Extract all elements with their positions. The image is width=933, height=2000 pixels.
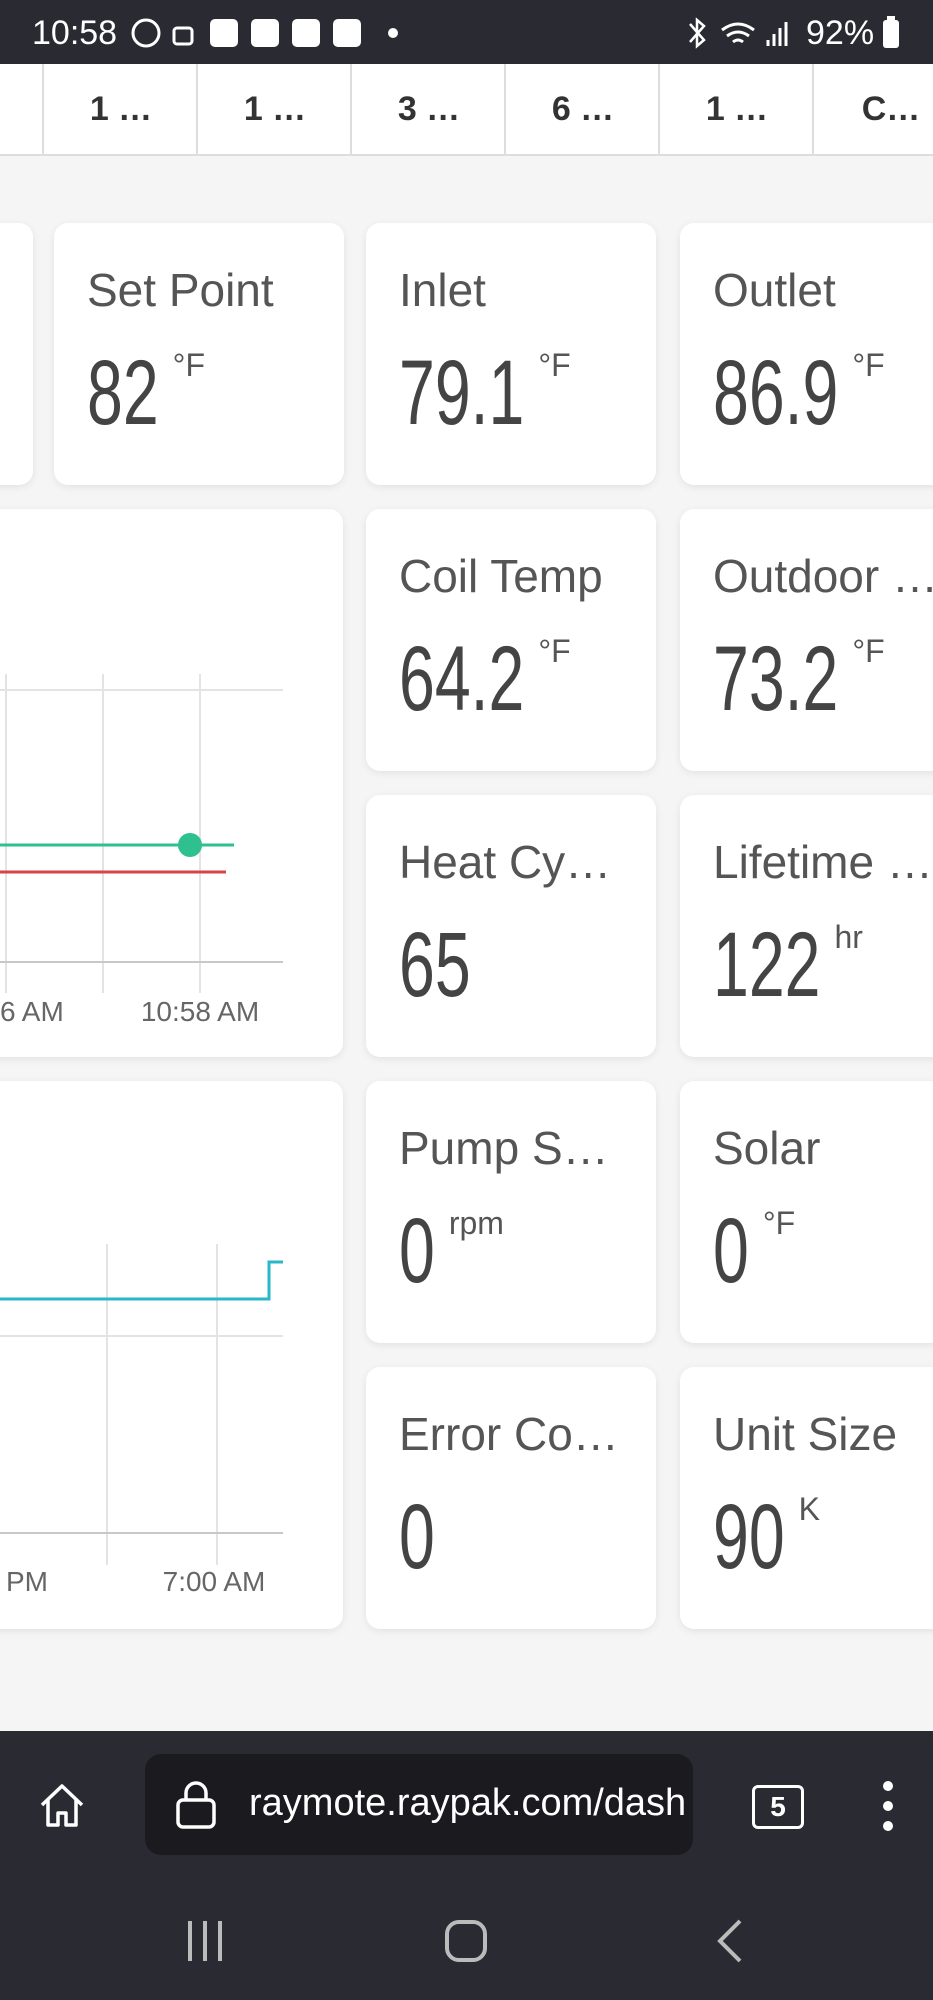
metric-label: Lifetime … xyxy=(713,836,933,888)
card-partial xyxy=(0,223,33,485)
chart-card xyxy=(0,1081,343,1629)
metric-label: Outdoor … xyxy=(713,550,933,602)
system-icons xyxy=(689,17,788,49)
metric-label: Pump S… xyxy=(399,1122,609,1174)
metric-unit: °F xyxy=(172,347,205,383)
metric-card[interactable]: Lifetime … 122 hr xyxy=(680,795,933,1057)
back[interactable] xyxy=(717,1919,742,1963)
metric-unit: °F xyxy=(538,633,571,669)
tab[interactable]: 6 … xyxy=(504,64,660,154)
metric-value: 86.9 xyxy=(713,342,839,444)
metric-value: 0 xyxy=(713,1200,749,1302)
metric-card[interactable]: Solar 0 °F xyxy=(680,1081,933,1343)
metric-unit: °F xyxy=(852,633,885,669)
metric-label: Inlet xyxy=(399,264,486,316)
metric-card[interactable]: Coil Temp 64.2 °F xyxy=(366,509,656,771)
metric-card[interactable]: Unit Size 90 K xyxy=(680,1367,933,1629)
metric-label: Solar xyxy=(713,1122,821,1174)
battery-icon xyxy=(883,16,899,48)
status-bar: 10:58 92% xyxy=(0,0,933,64)
tab[interactable]: 3 … xyxy=(350,64,506,154)
metric-unit: °F xyxy=(762,1205,796,1241)
notification-icons xyxy=(131,18,398,48)
metric-value: 82 xyxy=(87,342,159,444)
metric-card[interactable]: Heat Cy… 65 xyxy=(366,795,656,1057)
metric-card[interactable]: Outdoor … 73.2 °F xyxy=(680,509,933,771)
metric-card[interactable]: Set Point 82 °F xyxy=(54,223,344,485)
metric-unit: K xyxy=(798,1491,820,1527)
metric-value: 73.2 xyxy=(713,628,839,730)
metric-value: 0 xyxy=(399,1200,435,1302)
lock-icon xyxy=(176,1781,216,1829)
metric-label: Error Co… xyxy=(399,1408,619,1460)
tab[interactable]: 1 … xyxy=(42,64,198,154)
metric-label: Unit Size xyxy=(713,1408,898,1460)
metric-value: 64.2 xyxy=(399,628,525,730)
tab[interactable]: 1 … xyxy=(658,64,814,154)
metric-card[interactable]: Pump S… 0 rpm xyxy=(366,1081,656,1343)
menu-button[interactable] xyxy=(878,1779,898,1833)
metric-value: 0 xyxy=(399,1486,435,1588)
metric-card[interactable]: Outlet 86.9 °F xyxy=(680,223,933,485)
chart-card xyxy=(0,509,343,1057)
url: raymote.raypak.com/dash xyxy=(249,1782,687,1824)
browser-bar: raymote.raypak.com/dash 5 xyxy=(0,1731,933,2000)
address-bar[interactable]: raymote.raypak.com/dash xyxy=(145,1754,693,1855)
tab-strip: 1 … 1 … 3 … 6 … 1 … C… xyxy=(0,64,933,156)
metric-unit: hr xyxy=(834,919,863,955)
metric-label: Coil Temp xyxy=(399,550,603,602)
nav-bar xyxy=(188,1919,742,1963)
metric-label: Outlet xyxy=(713,264,836,316)
metric-value: 122 xyxy=(713,914,821,1016)
clock: 10:58 xyxy=(32,14,118,52)
metric-value: 79.1 xyxy=(399,342,525,444)
tab-count[interactable]: 5 xyxy=(752,1785,804,1829)
metric-unit: rpm xyxy=(448,1205,504,1241)
metric-label: Set Point xyxy=(87,264,274,316)
tab[interactable]: C… xyxy=(812,64,933,154)
metric-card[interactable]: Error Co… 0 xyxy=(366,1367,656,1629)
battery-level: 92% xyxy=(806,14,875,52)
metric-unit: °F xyxy=(852,347,885,383)
home-button[interactable] xyxy=(38,1781,86,1829)
metric-value: 90 xyxy=(713,1486,785,1588)
metric-value: 65 xyxy=(399,914,471,1016)
metric-label: Heat Cy… xyxy=(399,836,612,888)
recent-apps[interactable] xyxy=(188,1921,222,1961)
tab[interactable]: 1 … xyxy=(196,64,352,154)
metric-unit: °F xyxy=(538,347,571,383)
home-nav[interactable] xyxy=(445,1920,487,1962)
metric-card[interactable]: Inlet 79.1 °F xyxy=(366,223,656,485)
